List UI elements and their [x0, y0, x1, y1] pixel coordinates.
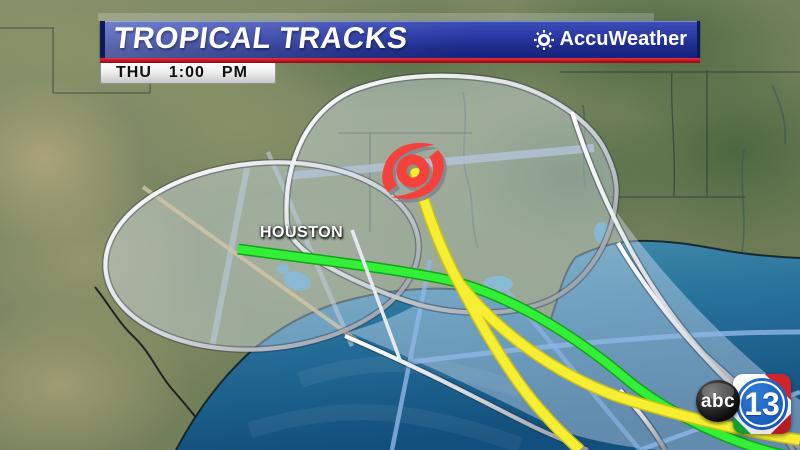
timestamp-box: THU 1:00 PM — [100, 63, 276, 84]
abc-network-circle: abc — [696, 380, 740, 422]
abc13-station-logo: 13 abc — [694, 374, 798, 438]
houston-city-label: HOUSTON — [260, 224, 344, 241]
silver-crossing-line — [350, 229, 402, 361]
tan-model-track — [141, 185, 364, 346]
accuweather-sun-icon — [533, 29, 554, 50]
timestamp-day: THU — [116, 64, 152, 81]
timestamp-meridiem: PM — [221, 64, 248, 81]
abc-network-text: abc — [700, 390, 736, 412]
page-title: TROPICAL TRACKS — [112, 22, 410, 55]
accuweather-wordmark: AccuWeather — [559, 28, 687, 50]
channel-13-tile: 13 — [733, 374, 791, 434]
title-banner: TROPICAL TRACKS Accu — [100, 21, 700, 58]
channel-13-circle: 13 — [736, 378, 788, 430]
timestamp-time: 1:00 — [168, 64, 205, 81]
accuweather-logo: AccuWeather — [533, 28, 687, 51]
yellow-model-tracks — [407, 161, 800, 450]
banner-glass-highlight — [98, 13, 654, 21]
channel-number: 13 — [744, 386, 780, 422]
tropical-storm-icon — [382, 142, 447, 203]
banner-red-stripe — [100, 58, 700, 63]
